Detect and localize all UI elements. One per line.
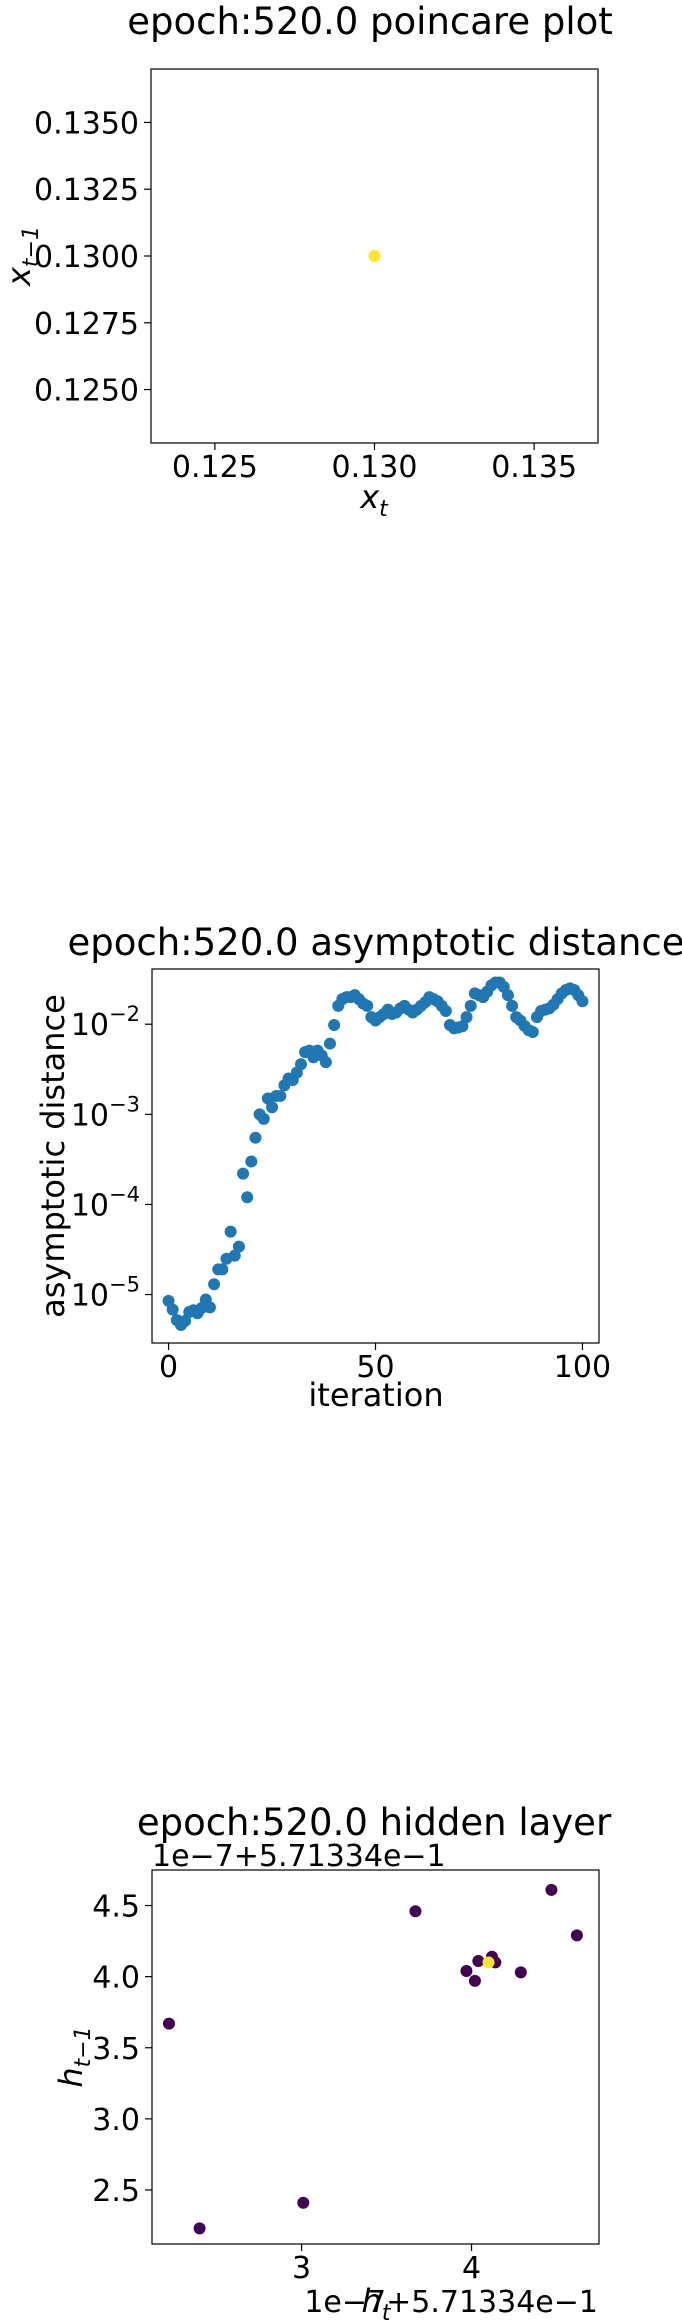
poincare-ylabel-sub: t−1 bbox=[19, 226, 44, 267]
distance-point bbox=[506, 999, 519, 1012]
hidden-plot-frame bbox=[151, 1869, 600, 2245]
poincare-points bbox=[368, 250, 381, 262]
hidden-xlabel-main: h bbox=[362, 2282, 382, 2320]
poincare-ytick-label: 0.1300 bbox=[34, 240, 139, 275]
distance-point bbox=[439, 1005, 452, 1018]
hidden-point bbox=[570, 1929, 583, 1942]
hidden-point bbox=[162, 2017, 175, 2030]
distance-point bbox=[456, 1020, 469, 1033]
distance-point bbox=[274, 1089, 287, 1102]
hidden-xtick-label: 3 bbox=[292, 2251, 311, 2286]
poincare-ylabel: xt−1 bbox=[0, 226, 44, 287]
poincare-y-ticks: 0.1250 0.1275 0.1300 0.1325 0.1350 bbox=[34, 106, 151, 409]
hidden-ytick-label: 4.0 bbox=[92, 1961, 140, 1996]
distance-point bbox=[295, 1058, 307, 1071]
distance-xtick-label: 0 bbox=[159, 1350, 178, 1385]
distance-xtick-label: 50 bbox=[356, 1350, 394, 1385]
poincare-ylabel-main: x bbox=[0, 266, 38, 287]
poincare-chart: epoch:520.0 poincare plot 0.12500.12750.… bbox=[0, 0, 613, 522]
distance-ylabel: asymptotic distance bbox=[34, 994, 72, 1318]
hidden-point bbox=[545, 1883, 558, 1896]
distance-point bbox=[232, 1240, 245, 1253]
distance-xlabel: iteration bbox=[308, 1376, 443, 1410]
hidden-xlabel: ht bbox=[362, 2282, 392, 2323]
distance-point bbox=[323, 1037, 336, 1050]
hidden-point bbox=[514, 1966, 527, 1979]
hidden-point bbox=[468, 1974, 481, 1987]
distance-point bbox=[526, 1025, 539, 1038]
hidden-point bbox=[193, 2222, 206, 2235]
hidden-point bbox=[482, 1956, 495, 1969]
distance-point bbox=[501, 989, 514, 1002]
hidden-ytick-label: 3.5 bbox=[92, 2032, 140, 2067]
poincare-xtick-label: 0.125 bbox=[172, 450, 258, 485]
distance-x-ticks: 0 50 100 bbox=[159, 1343, 611, 1385]
distance-point bbox=[361, 999, 374, 1012]
hidden-chart: epoch:520.0 hidden layer 1e−7+5.71334e−1… bbox=[52, 1801, 612, 2323]
poincare-ytick-label: 0.1350 bbox=[34, 106, 139, 141]
distance-point bbox=[319, 1056, 332, 1069]
distance-point bbox=[203, 1301, 216, 1314]
hidden-xlabel-sub: t bbox=[382, 2301, 392, 2323]
distance-point bbox=[245, 1155, 258, 1168]
poincare-xlabel-sub: t bbox=[379, 497, 389, 522]
poincare-ytick-label: 0.1325 bbox=[34, 173, 139, 208]
hidden-ylabel-main: h bbox=[52, 2067, 90, 2087]
distance-points bbox=[162, 976, 589, 1331]
distance-xtick-label: 100 bbox=[554, 1350, 611, 1385]
poincare-xlabel: xt bbox=[359, 478, 389, 522]
distance-point bbox=[576, 995, 589, 1008]
distance-point bbox=[249, 1131, 262, 1144]
distance-ytick-label: 10−3 bbox=[71, 1092, 140, 1133]
distance-point bbox=[328, 1019, 341, 1032]
distance-point bbox=[241, 1191, 254, 1204]
hidden-ytick-label: 2.5 bbox=[92, 2174, 140, 2209]
distance-ytick-label: 10−4 bbox=[71, 1182, 140, 1223]
distance-point bbox=[464, 999, 477, 1012]
hidden-ytick-label: 3.0 bbox=[92, 2103, 140, 2138]
hidden-title: epoch:520.0 hidden layer bbox=[137, 1801, 612, 1844]
hidden-y-ticks: 2.5 3.0 3.5 4.0 4.5 bbox=[92, 1890, 152, 2209]
hidden-point bbox=[472, 1955, 485, 1968]
distance-chart: epoch:520.0 asymptotic distance 10−5 10−4… bbox=[34, 921, 682, 1410]
distance-point bbox=[460, 1011, 473, 1024]
hidden-point bbox=[297, 2196, 310, 2209]
distance-ytick-label: 10−2 bbox=[71, 1002, 140, 1043]
poincare-xtick-label: 0.130 bbox=[332, 450, 418, 485]
distance-y-ticks: 10−5 10−4 10−3 10−2 bbox=[71, 1002, 152, 1314]
distance-point bbox=[228, 1249, 241, 1262]
hidden-x-offset: 1e−7+5.71334e−1 bbox=[304, 2285, 598, 2320]
distance-title: epoch:520.0 asymptotic distance bbox=[67, 921, 682, 964]
poincare-title: epoch:520.0 poincare plot bbox=[127, 0, 613, 43]
hidden-xtick-label: 4 bbox=[462, 2251, 481, 2286]
distance-point bbox=[216, 1263, 229, 1276]
poincare-xtick-label: 0.135 bbox=[491, 450, 577, 485]
distance-point bbox=[208, 1278, 221, 1291]
hidden-points bbox=[162, 1883, 583, 2235]
poincare-x-ticks: 0.125 0.130 0.135 bbox=[172, 443, 577, 485]
hidden-ylabel: ht−1 bbox=[52, 2026, 96, 2087]
distance-point bbox=[237, 1167, 250, 1180]
hidden-y-offset: 1e−7+5.71334e−1 bbox=[152, 1839, 446, 1874]
poincare-point bbox=[368, 250, 381, 262]
poincare-xlabel-main: x bbox=[359, 478, 380, 516]
distance-point bbox=[166, 1303, 179, 1316]
hidden-point bbox=[460, 1964, 473, 1977]
distance-ytick-label: 10−5 bbox=[71, 1273, 140, 1314]
hidden-ytick-label: 4.5 bbox=[92, 1890, 140, 1925]
distance-point bbox=[257, 1112, 270, 1125]
distance-point bbox=[266, 1101, 279, 1114]
poincare-ytick-label: 0.1250 bbox=[34, 374, 139, 409]
hidden-ylabel-sub: t−1 bbox=[71, 2026, 96, 2067]
hidden-point bbox=[409, 1905, 422, 1918]
distance-point bbox=[224, 1225, 237, 1238]
poincare-ytick-label: 0.1275 bbox=[34, 307, 139, 342]
